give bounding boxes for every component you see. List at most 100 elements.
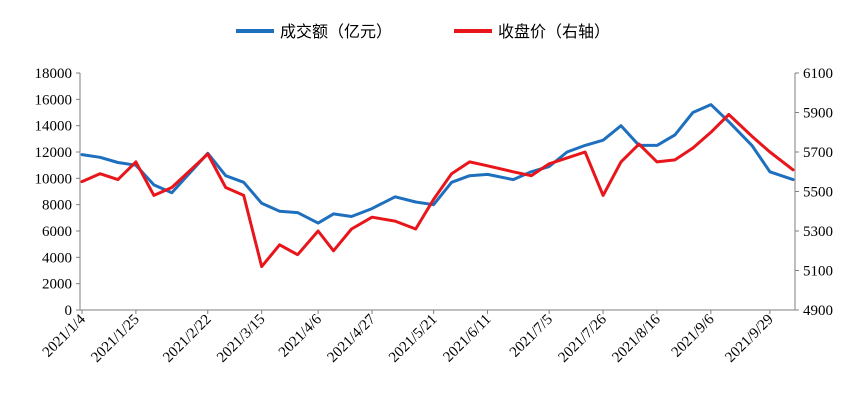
x-tick-label: 2021/7/26 (556, 311, 611, 366)
data-point (512, 170, 515, 173)
data-point (584, 151, 586, 153)
data-point (620, 161, 622, 163)
data-point (117, 178, 119, 181)
left-y-tick-label: 10000 (35, 171, 73, 187)
data-point (317, 222, 319, 224)
data-point (692, 111, 694, 114)
left-y-tick-label: 4000 (42, 250, 72, 266)
data-point (135, 161, 137, 163)
data-point (728, 120, 730, 123)
data-point (656, 161, 658, 163)
left-y-tick-label: 8000 (42, 198, 72, 214)
data-point (117, 161, 119, 164)
data-point (153, 184, 155, 186)
data-point (710, 131, 712, 134)
data-point (296, 253, 299, 256)
left-y-tick-label: 2000 (42, 277, 72, 293)
data-point (171, 192, 173, 194)
data-point (394, 195, 396, 198)
right-y-ticks: 4900 5100 5300 5500 5700 5900 6100 (795, 66, 833, 319)
data-point (728, 113, 730, 116)
data-point (602, 194, 604, 197)
data-point (674, 159, 676, 161)
data-point (792, 168, 794, 171)
data-point (450, 181, 453, 184)
data-point (486, 165, 489, 167)
data-point (260, 202, 263, 205)
right-y-tick-label: 6100 (803, 66, 833, 82)
data-point (769, 170, 771, 173)
right-y-tick-label: 5100 (803, 264, 833, 280)
x-tick-label: 2021/3/15 (214, 312, 268, 366)
data-point (468, 174, 471, 177)
left-y-tick-label: 18000 (35, 66, 73, 82)
data-point (171, 186, 173, 189)
legend-label-close: 收盘价（右轴） (498, 22, 610, 41)
data-point (317, 230, 319, 232)
data-point (350, 228, 353, 230)
data-point (371, 216, 373, 218)
data-point (99, 156, 101, 159)
right-y-tick-label: 5700 (803, 145, 833, 161)
data-point (486, 173, 489, 176)
data-point (153, 194, 155, 197)
data-point (450, 172, 453, 175)
data-point (432, 198, 435, 201)
data-point (224, 174, 227, 177)
right-y-tick-label: 5300 (803, 224, 833, 240)
data-point (548, 165, 550, 168)
data-point (432, 203, 435, 206)
data-point (414, 228, 417, 230)
right-y-tick-label: 4900 (803, 303, 833, 319)
data-point (81, 153, 83, 156)
data-point (638, 143, 640, 145)
data-point (769, 151, 771, 153)
data-point (674, 134, 676, 136)
data-point (468, 161, 471, 163)
data-point (566, 157, 568, 159)
series-layer (80, 103, 795, 269)
data-point (332, 249, 335, 252)
series-line-turnover (80, 103, 795, 225)
data-point (530, 170, 532, 173)
x-tick-label: 2021/4/6 (276, 311, 325, 360)
left-y-tick-label: 0 (65, 303, 73, 319)
data-point (512, 178, 515, 181)
data-point (656, 144, 658, 147)
data-point (751, 144, 753, 147)
x-tick-label: 2021/8/16 (609, 311, 664, 366)
data-point (260, 265, 263, 268)
data-point (278, 244, 281, 246)
x-tick-label: 2021/1/25 (88, 312, 142, 366)
data-point (710, 103, 712, 106)
data-point (548, 163, 550, 165)
x-tick-label: 2021/9/6 (669, 311, 718, 360)
data-point (751, 135, 753, 137)
left-y-tick-label: 12000 (35, 145, 73, 161)
x-tick-label: 2021/4/27 (325, 311, 380, 366)
data-point (394, 220, 396, 222)
data-point (296, 211, 299, 214)
series-line-close (80, 113, 795, 269)
data-point (224, 186, 227, 189)
data-point (350, 215, 353, 218)
x-tick-label: 2021/5/21 (386, 312, 440, 366)
data-point (242, 194, 245, 197)
data-point (414, 201, 417, 203)
data-point (99, 172, 101, 175)
data-point (620, 124, 622, 127)
data-point (278, 210, 281, 213)
data-point (530, 174, 532, 177)
legend: 成交额（亿元） 收盘价（右轴） (236, 22, 610, 41)
data-point (332, 213, 335, 215)
left-y-tick-label: 6000 (42, 224, 72, 240)
x-tick-label: 2021/7/5 (507, 312, 556, 361)
x-tick-label: 2021/6/11 (440, 312, 494, 366)
x-tick-label: 2021/9/29 (722, 312, 776, 366)
data-point (206, 153, 209, 155)
x-ticks: 2021/1/4 2021/1/25 2021/2/22 2021/3/15 2021/… (40, 310, 777, 366)
data-point (602, 139, 604, 141)
right-y-tick-label: 5900 (803, 106, 833, 122)
data-point (566, 151, 568, 153)
